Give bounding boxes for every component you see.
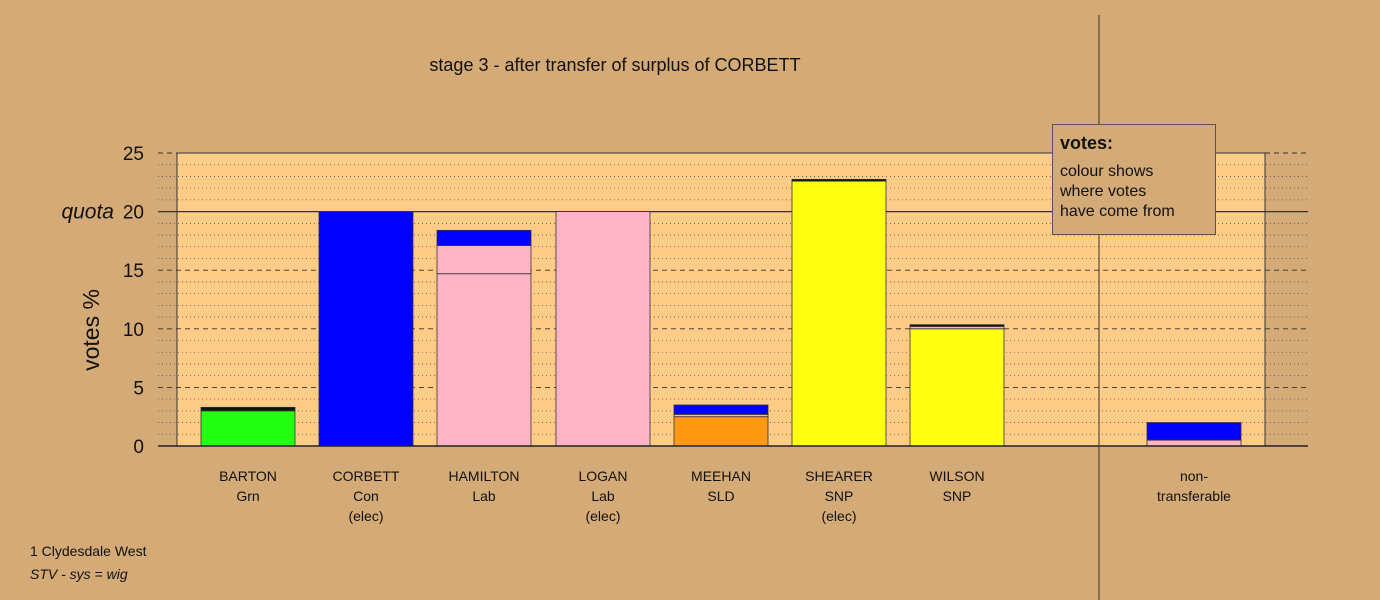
bar-segment [555, 211, 651, 447]
bar-segment [791, 180, 887, 447]
category-label: HAMILTON [448, 468, 519, 484]
legend-box: votes: colour shows where votes have com… [1052, 124, 1216, 235]
quota-label: quota [61, 201, 114, 224]
category-label: (elec) [348, 508, 383, 524]
bar-segment [436, 245, 532, 275]
y-tick-label: 0 [133, 437, 144, 458]
category-label: Grn [236, 488, 259, 504]
bar-segment [200, 410, 296, 447]
category-label: SNP [943, 488, 972, 504]
footer-system: STV - sys = wig [30, 566, 128, 582]
y-tick-label: 5 [133, 378, 144, 399]
bar-segment [200, 406, 296, 412]
footer-area-name: 1 Clydesdale West [30, 543, 147, 559]
category-label: (elec) [821, 508, 856, 524]
y-tick-label: 10 [123, 320, 144, 341]
category-label: non- [1180, 468, 1208, 484]
y-tick-label: 20 [123, 203, 144, 224]
bar-segment [673, 404, 769, 415]
bar-segment [436, 273, 532, 447]
category-label: MEEHAN [691, 468, 751, 484]
category-label: WILSON [929, 468, 984, 484]
legend-line: where votes [1060, 183, 1147, 200]
bar-segment [673, 416, 769, 447]
bars [200, 178, 1242, 447]
y-tick-label: 15 [123, 261, 144, 282]
category-label: transferable [1157, 488, 1231, 504]
category-label: SHEARER [805, 468, 873, 484]
category-label: Lab [591, 488, 615, 504]
category-label: Lab [472, 488, 496, 504]
bar-segment [909, 324, 1005, 327]
y-tick-label: 25 [123, 144, 144, 165]
category-label: SNP [825, 488, 854, 504]
bar-segment [909, 328, 1005, 447]
bar-segment [1146, 439, 1242, 447]
category-label: CORBETT [333, 468, 400, 484]
legend-title: votes: [1060, 133, 1114, 153]
chart-title: stage 3 - after transfer of surplus of C… [429, 55, 800, 75]
bar-segment [1146, 422, 1242, 441]
bar-segment [318, 211, 414, 447]
axes [158, 15, 1308, 600]
bar-segment [436, 229, 532, 246]
bar-segment [791, 178, 887, 182]
category-label: BARTON [219, 468, 277, 484]
category-label: LOGAN [578, 468, 627, 484]
category-label: Con [353, 488, 379, 504]
category-label: SLD [707, 488, 734, 504]
legend-line: have come from [1060, 203, 1175, 220]
labels: BARTON Grn CORBETT Con (elec) HAMILTON Lab LOGA… [61, 55, 1231, 524]
y-axis-label: votes % [78, 289, 104, 371]
legend-line: colour shows [1060, 163, 1154, 180]
category-label: (elec) [585, 508, 620, 524]
